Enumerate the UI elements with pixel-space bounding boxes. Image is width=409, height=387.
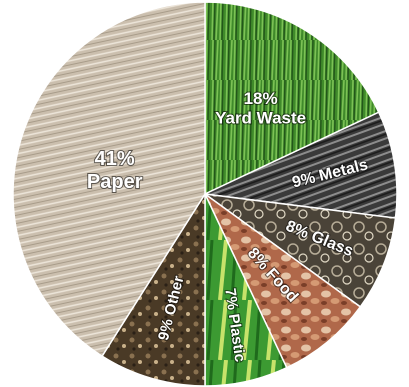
slice-name-paper: Paper — [87, 171, 143, 193]
pie-slice-glass — [204, 193, 397, 308]
pie-slice-metals — [202, 111, 398, 219]
pie-slice-yard-waste — [204, 1, 380, 196]
pie-slice-food — [204, 193, 362, 369]
slice-percent-yard-waste: 18% — [244, 89, 278, 108]
pie-slice-other — [101, 191, 206, 387]
slice-percent-paper: 41% — [95, 148, 135, 170]
slice-name-yard-waste: Yard Waste — [215, 109, 306, 128]
slice-label-yard-waste: 18% Yard Waste — [215, 89, 306, 128]
slice-label-paper: 41% Paper — [87, 148, 143, 193]
pie-slice-paper — [12, 1, 206, 358]
